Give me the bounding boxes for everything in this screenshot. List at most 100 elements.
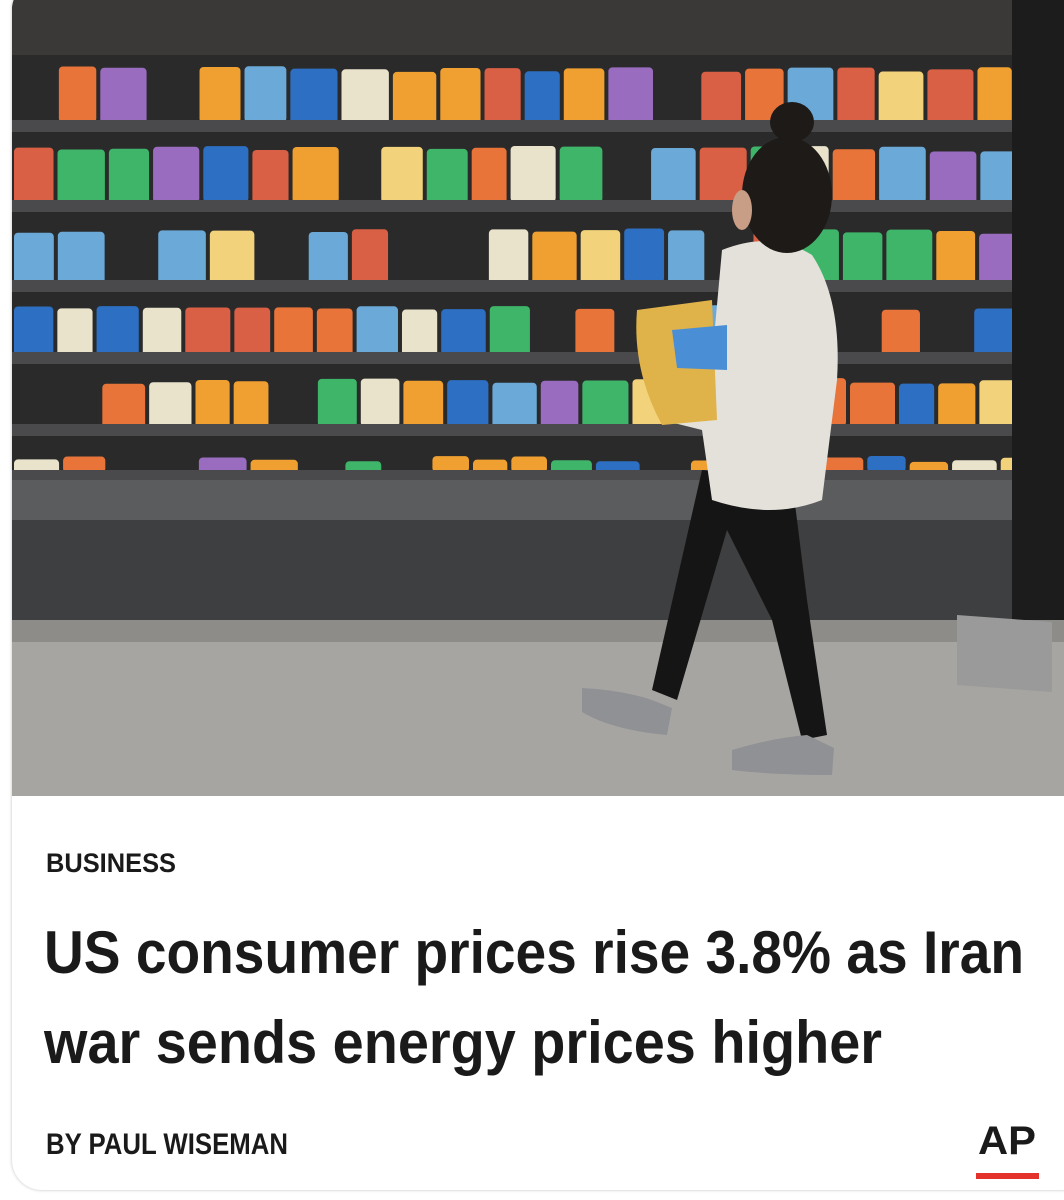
section-label: BUSINESS bbox=[46, 848, 176, 878]
product-package bbox=[158, 230, 206, 285]
product-package bbox=[252, 149, 289, 206]
hair bbox=[742, 137, 832, 253]
product-package bbox=[867, 456, 906, 473]
card-text: BUSINESS US consumer prices rise 3.8% as… bbox=[43, 848, 1039, 1179]
product-package bbox=[492, 382, 537, 431]
product-package bbox=[100, 67, 147, 124]
face bbox=[732, 190, 752, 230]
bumper bbox=[957, 615, 1052, 692]
case-ledge bbox=[12, 480, 1012, 520]
product-package bbox=[575, 308, 615, 359]
product-package bbox=[57, 308, 93, 359]
article-card[interactable]: BUSINESS US consumer prices rise 3.8% as… bbox=[12, 0, 1064, 1190]
product-package bbox=[14, 306, 54, 357]
product-package bbox=[471, 147, 507, 204]
product-package bbox=[624, 228, 665, 283]
product-package bbox=[651, 148, 696, 205]
product-package bbox=[195, 379, 230, 428]
product-package bbox=[850, 382, 896, 431]
product-package bbox=[234, 307, 271, 358]
product-package bbox=[203, 146, 249, 203]
product-package bbox=[837, 67, 875, 124]
product-package bbox=[899, 383, 935, 432]
product-package bbox=[426, 148, 468, 205]
shoe bbox=[732, 735, 834, 775]
product-package bbox=[432, 456, 469, 473]
product-package bbox=[351, 229, 389, 284]
logo-underline bbox=[976, 1173, 1039, 1179]
product-package bbox=[510, 146, 556, 203]
product-package bbox=[979, 233, 1017, 288]
product-package bbox=[14, 147, 54, 204]
product-package bbox=[580, 230, 621, 285]
ceiling bbox=[12, 0, 1064, 55]
product-package bbox=[524, 71, 560, 128]
shopper bbox=[582, 102, 838, 775]
leggings bbox=[652, 470, 827, 740]
product-package bbox=[392, 71, 437, 128]
product-package bbox=[356, 306, 398, 357]
product-package bbox=[63, 456, 106, 473]
product-package bbox=[511, 456, 547, 473]
case-base bbox=[12, 520, 1012, 620]
product-package bbox=[938, 383, 976, 432]
hair-bun bbox=[770, 102, 814, 142]
product-package bbox=[818, 457, 864, 474]
product-package bbox=[701, 71, 742, 128]
product-package bbox=[198, 457, 247, 474]
sweater bbox=[658, 241, 838, 510]
product-package bbox=[14, 232, 54, 287]
product-package bbox=[608, 67, 654, 124]
product-package bbox=[317, 378, 357, 427]
product-package bbox=[308, 231, 348, 286]
product-package bbox=[96, 306, 139, 357]
product-package bbox=[832, 149, 876, 206]
product-package bbox=[292, 147, 339, 204]
product-package bbox=[244, 66, 287, 123]
product-package bbox=[878, 71, 924, 128]
product-package bbox=[142, 307, 182, 358]
product-package bbox=[441, 309, 486, 360]
product-package bbox=[199, 66, 241, 123]
shelf-edge bbox=[12, 120, 1012, 132]
product-package bbox=[699, 147, 747, 204]
product-package bbox=[381, 146, 423, 203]
product-package bbox=[929, 151, 977, 208]
byline: BY PAUL WISEMAN bbox=[46, 1128, 288, 1161]
product-package bbox=[842, 232, 883, 287]
groceries bbox=[672, 325, 727, 370]
headline-line: US consumer prices rise 3.8% as Iran bbox=[44, 919, 1024, 986]
shelves bbox=[12, 66, 1043, 482]
product-package bbox=[185, 307, 231, 358]
product-package bbox=[886, 229, 933, 284]
product-package bbox=[488, 229, 529, 284]
product-package bbox=[559, 146, 603, 203]
product-package bbox=[532, 231, 577, 286]
product-package bbox=[102, 383, 146, 432]
case-edge bbox=[1012, 0, 1064, 680]
product-package bbox=[881, 309, 920, 360]
floor bbox=[12, 620, 1064, 796]
product-package bbox=[149, 382, 192, 431]
product-package bbox=[582, 380, 629, 429]
article-photo bbox=[12, 0, 1064, 796]
product-package bbox=[57, 149, 105, 206]
source-logo: AP bbox=[978, 1119, 1036, 1163]
product-package bbox=[153, 146, 200, 203]
product-package bbox=[403, 380, 444, 429]
product-package bbox=[360, 378, 400, 427]
product-package bbox=[977, 67, 1012, 124]
product-package bbox=[927, 69, 974, 126]
product-package bbox=[489, 306, 530, 357]
product-package bbox=[484, 68, 521, 125]
product-package bbox=[58, 66, 97, 123]
shoe bbox=[582, 688, 672, 735]
product-package bbox=[447, 380, 489, 429]
headline-line: war sends energy prices higher bbox=[43, 1009, 882, 1076]
product-package bbox=[209, 230, 255, 285]
product-package bbox=[974, 308, 1020, 359]
product-package bbox=[936, 230, 976, 285]
product-package bbox=[440, 67, 481, 124]
